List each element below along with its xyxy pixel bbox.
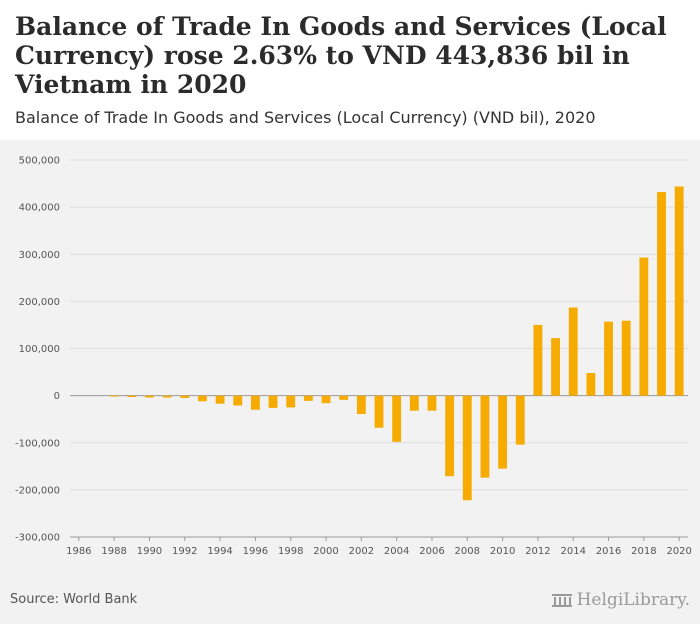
y-tick-label: 300,000 [19, 250, 60, 261]
bar-2015 [586, 373, 596, 396]
x-tick-label: 2018 [631, 546, 656, 557]
bar-2017 [621, 320, 631, 396]
bar-2014 [568, 307, 578, 396]
y-tick-label: 0 [54, 391, 60, 402]
x-tick-label: 1988 [101, 546, 126, 557]
bar-2005 [409, 395, 419, 411]
y-tick-label: 200,000 [19, 297, 60, 308]
bar-1995 [233, 395, 243, 406]
source-note: Source: World Bank [10, 592, 138, 607]
bar-2003 [374, 395, 384, 428]
x-tick-label: 1996 [243, 546, 268, 557]
x-tick-label: 2010 [490, 546, 515, 557]
bar-2010 [498, 395, 508, 469]
x-tick-label: 2014 [561, 546, 586, 557]
bar-2004 [392, 395, 402, 442]
x-tick-label: 1998 [278, 546, 303, 557]
x-tick-label: 2016 [596, 546, 621, 557]
bar-1998 [286, 395, 296, 408]
bar-1992 [180, 395, 190, 398]
bar-chart: -300,000 -200,000 -100,000 0 100,000 200,000 3… [15, 156, 692, 558]
bar-2002 [356, 395, 366, 415]
helgi-library-logo: HelgiLibrary. [551, 590, 690, 610]
x-tick-label: 1992 [172, 546, 197, 557]
bar-2012 [533, 324, 543, 396]
x-tick-label: 2020 [666, 546, 691, 557]
x-tick-label: 2004 [384, 546, 409, 557]
x-tick-label: 2006 [419, 546, 444, 557]
chart-title: Balance of Trade In Goods and Services (… [15, 12, 667, 99]
x-tick-label: 2002 [349, 546, 374, 557]
bar-2008 [462, 395, 472, 501]
bar-2019 [657, 192, 666, 396]
bar-1996 [250, 395, 260, 410]
bar-2000 [321, 395, 331, 404]
x-tick-label: 2012 [525, 546, 550, 557]
bar-1991 [162, 395, 172, 398]
bar-2009 [480, 395, 490, 478]
bar-1989 [127, 395, 137, 398]
chart-subtitle: Balance of Trade In Goods and Services (… [15, 108, 596, 127]
y-tick-label: 500,000 [19, 156, 60, 167]
bar-1994 [215, 395, 225, 404]
plot-area: -300,000 -200,000 -100,000 0 100,000 200,000 3… [0, 140, 700, 580]
chart-footer: Source: World Bank HelgiLibrary. [0, 580, 700, 624]
y-tick-label: -300,000 [15, 533, 60, 544]
bar-2020 [674, 186, 684, 396]
bar-2011 [515, 395, 525, 445]
y-tick-label: 400,000 [19, 203, 60, 214]
y-tick-label: -200,000 [15, 485, 60, 496]
bar-2006 [427, 395, 437, 411]
bar-2001 [339, 395, 349, 400]
logo-text: HelgiLibrary. [576, 590, 690, 610]
bar-1990 [145, 395, 154, 398]
bar-2016 [604, 321, 613, 396]
bar-1993 [198, 395, 207, 402]
bar-2007 [445, 395, 455, 477]
x-tick-label: 2008 [455, 546, 480, 557]
x-tick-label: 1990 [137, 546, 162, 557]
y-tick-label: 100,000 [19, 344, 60, 355]
library-building-icon [551, 594, 572, 607]
x-tick-label: 1994 [207, 546, 232, 557]
chart-header: Balance of Trade In Goods and Services (… [0, 0, 700, 140]
bar-2013 [551, 338, 560, 396]
y-tick-label: -100,000 [15, 438, 60, 449]
bar-2018 [639, 257, 649, 396]
bar-1997 [268, 395, 278, 408]
x-tick-label: 1986 [66, 546, 91, 557]
bar-1988 [109, 395, 119, 397]
x-tick-label: 2000 [313, 546, 338, 557]
bar-1999 [303, 395, 313, 401]
